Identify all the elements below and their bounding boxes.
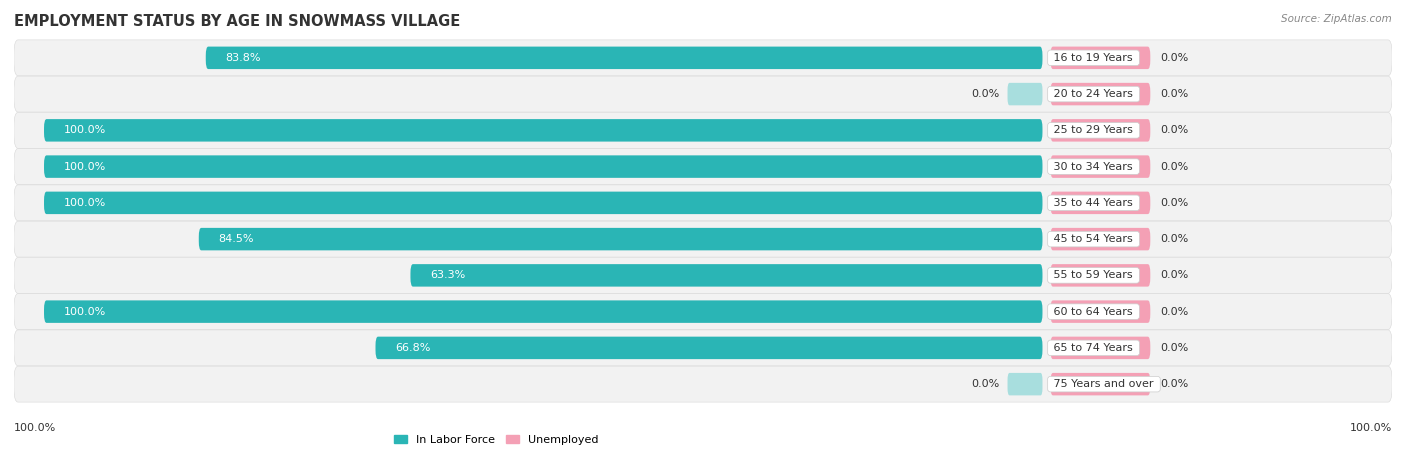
Text: 0.0%: 0.0% xyxy=(972,379,1000,389)
Text: 100.0%: 100.0% xyxy=(65,125,107,135)
FancyBboxPatch shape xyxy=(1050,264,1150,287)
FancyBboxPatch shape xyxy=(1050,119,1150,142)
Text: 100.0%: 100.0% xyxy=(65,198,107,208)
FancyBboxPatch shape xyxy=(14,221,1392,257)
FancyBboxPatch shape xyxy=(14,366,1392,402)
Text: 25 to 29 Years: 25 to 29 Years xyxy=(1050,125,1137,135)
Text: 100.0%: 100.0% xyxy=(1350,423,1392,433)
Text: 0.0%: 0.0% xyxy=(1160,343,1188,353)
FancyBboxPatch shape xyxy=(14,76,1392,112)
Text: 0.0%: 0.0% xyxy=(1160,198,1188,208)
Text: 60 to 64 Years: 60 to 64 Years xyxy=(1050,307,1136,317)
Text: 100.0%: 100.0% xyxy=(65,307,107,317)
Text: 0.0%: 0.0% xyxy=(1160,307,1188,317)
Text: 0.0%: 0.0% xyxy=(1160,161,1188,171)
Text: 20 to 24 Years: 20 to 24 Years xyxy=(1050,89,1137,99)
FancyBboxPatch shape xyxy=(411,264,1042,287)
FancyBboxPatch shape xyxy=(1050,373,1150,396)
Text: 66.8%: 66.8% xyxy=(395,343,430,353)
FancyBboxPatch shape xyxy=(1050,192,1150,214)
Text: 55 to 59 Years: 55 to 59 Years xyxy=(1050,271,1136,281)
Text: 75 Years and over: 75 Years and over xyxy=(1050,379,1157,389)
FancyBboxPatch shape xyxy=(14,258,1392,293)
FancyBboxPatch shape xyxy=(14,294,1392,330)
FancyBboxPatch shape xyxy=(1050,83,1150,106)
FancyBboxPatch shape xyxy=(1050,46,1150,69)
FancyBboxPatch shape xyxy=(1008,83,1042,106)
Text: Source: ZipAtlas.com: Source: ZipAtlas.com xyxy=(1281,14,1392,23)
Text: 100.0%: 100.0% xyxy=(14,423,56,433)
Text: 35 to 44 Years: 35 to 44 Years xyxy=(1050,198,1136,208)
Text: 0.0%: 0.0% xyxy=(1160,379,1188,389)
FancyBboxPatch shape xyxy=(198,228,1042,250)
Text: 63.3%: 63.3% xyxy=(430,271,465,281)
FancyBboxPatch shape xyxy=(1008,373,1042,396)
FancyBboxPatch shape xyxy=(14,185,1392,221)
Text: 0.0%: 0.0% xyxy=(1160,89,1188,99)
Text: 0.0%: 0.0% xyxy=(1160,125,1188,135)
Legend: In Labor Force, Unemployed: In Labor Force, Unemployed xyxy=(394,435,599,445)
FancyBboxPatch shape xyxy=(1050,300,1150,323)
FancyBboxPatch shape xyxy=(44,119,1042,142)
FancyBboxPatch shape xyxy=(14,149,1392,184)
Text: 0.0%: 0.0% xyxy=(972,89,1000,99)
FancyBboxPatch shape xyxy=(44,192,1042,214)
Text: 65 to 74 Years: 65 to 74 Years xyxy=(1050,343,1136,353)
Text: 100.0%: 100.0% xyxy=(65,161,107,171)
Text: 0.0%: 0.0% xyxy=(1160,271,1188,281)
Text: 45 to 54 Years: 45 to 54 Years xyxy=(1050,234,1136,244)
Text: 0.0%: 0.0% xyxy=(1160,53,1188,63)
FancyBboxPatch shape xyxy=(14,330,1392,366)
FancyBboxPatch shape xyxy=(205,46,1042,69)
Text: 83.8%: 83.8% xyxy=(226,53,262,63)
FancyBboxPatch shape xyxy=(14,40,1392,76)
FancyBboxPatch shape xyxy=(44,300,1042,323)
Text: 16 to 19 Years: 16 to 19 Years xyxy=(1050,53,1136,63)
Text: 84.5%: 84.5% xyxy=(219,234,254,244)
FancyBboxPatch shape xyxy=(1050,228,1150,250)
FancyBboxPatch shape xyxy=(1050,336,1150,359)
FancyBboxPatch shape xyxy=(44,155,1042,178)
Text: EMPLOYMENT STATUS BY AGE IN SNOWMASS VILLAGE: EMPLOYMENT STATUS BY AGE IN SNOWMASS VIL… xyxy=(14,14,460,28)
Text: 30 to 34 Years: 30 to 34 Years xyxy=(1050,161,1136,171)
Text: 0.0%: 0.0% xyxy=(1160,234,1188,244)
FancyBboxPatch shape xyxy=(1050,155,1150,178)
FancyBboxPatch shape xyxy=(14,112,1392,148)
FancyBboxPatch shape xyxy=(375,336,1042,359)
